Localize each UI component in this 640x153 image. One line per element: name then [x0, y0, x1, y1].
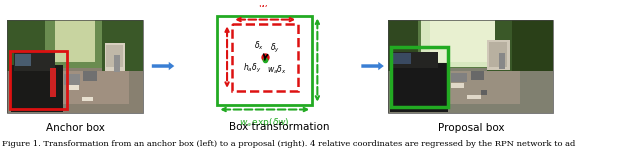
Bar: [481, 90, 487, 95]
Bar: [471, 71, 484, 80]
Bar: [182, 7, 376, 114]
Text: $w_a$: $w_a$: [259, 3, 272, 15]
Bar: [390, 63, 448, 112]
Bar: [499, 53, 504, 69]
Bar: [467, 95, 481, 99]
Bar: [105, 43, 125, 71]
Text: $w_a\,\exp(\delta w)$: $w_a\,\exp(\delta w)$: [239, 116, 290, 129]
Bar: [115, 55, 120, 72]
Bar: [391, 47, 448, 106]
Text: $\delta_x$: $\delta_x$: [253, 40, 264, 52]
Text: $\delta_y$: $\delta_y$: [269, 42, 280, 55]
Text: $h_a\delta_y$: $h_a\delta_y$: [243, 62, 261, 75]
Bar: [7, 20, 45, 71]
Bar: [232, 24, 298, 91]
Bar: [421, 20, 504, 67]
Bar: [82, 97, 93, 101]
Bar: [51, 68, 56, 97]
Bar: [487, 40, 510, 70]
Bar: [83, 71, 97, 81]
Bar: [388, 20, 553, 114]
Text: $w_a\delta_x$: $w_a\delta_x$: [267, 63, 287, 76]
Bar: [102, 20, 143, 71]
Bar: [68, 85, 79, 90]
Bar: [20, 71, 129, 104]
Bar: [451, 83, 464, 88]
Bar: [388, 20, 553, 71]
Bar: [397, 71, 520, 104]
Bar: [15, 54, 31, 66]
Bar: [11, 65, 63, 112]
Bar: [10, 51, 67, 108]
Bar: [392, 52, 438, 68]
Bar: [394, 53, 412, 64]
Bar: [7, 20, 143, 71]
Bar: [388, 20, 418, 71]
Bar: [451, 73, 467, 82]
Bar: [54, 20, 95, 62]
Bar: [7, 20, 143, 114]
Bar: [14, 52, 54, 71]
Text: $h_a\,\exp(\delta h)$: $h_a\,\exp(\delta h)$: [324, 54, 372, 67]
Bar: [7, 68, 143, 114]
Text: Box transformation: Box transformation: [228, 122, 329, 132]
Bar: [489, 42, 507, 67]
Bar: [64, 74, 81, 85]
Bar: [218, 16, 312, 104]
Bar: [500, 20, 553, 71]
Bar: [106, 45, 122, 67]
Text: Anchor box: Anchor box: [45, 123, 104, 133]
Text: $h_a$: $h_a$: [212, 50, 223, 64]
Text: Proposal box: Proposal box: [438, 123, 504, 133]
Bar: [429, 20, 495, 62]
Bar: [388, 68, 553, 114]
Text: Figure 1. Transformation from an anchor box (left) to a proposal (right). 4 rela: Figure 1. Transformation from an anchor …: [2, 140, 575, 148]
Bar: [487, 20, 512, 71]
